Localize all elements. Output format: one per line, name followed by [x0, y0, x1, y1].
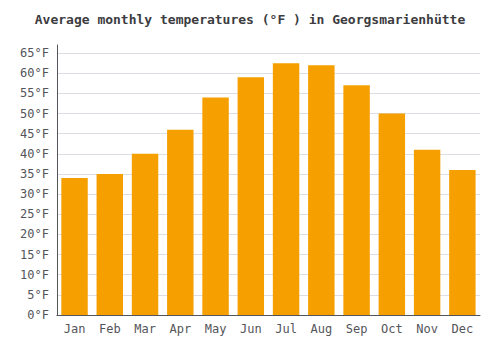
- svg-text:Nov: Nov: [416, 322, 438, 336]
- svg-text:60°F: 60°F: [20, 66, 49, 80]
- svg-text:Dec: Dec: [452, 322, 474, 336]
- svg-text:Sep: Sep: [346, 322, 368, 336]
- svg-text:35°F: 35°F: [20, 167, 49, 181]
- svg-text:65°F: 65°F: [20, 46, 49, 60]
- svg-text:Jun: Jun: [240, 322, 262, 336]
- svg-text:Jan: Jan: [64, 322, 86, 336]
- svg-text:Jul: Jul: [275, 322, 297, 336]
- svg-text:Mar: Mar: [134, 322, 156, 336]
- svg-text:25°F: 25°F: [20, 207, 49, 221]
- svg-text:0°F: 0°F: [27, 308, 49, 322]
- svg-text:20°F: 20°F: [20, 227, 49, 241]
- svg-text:Feb: Feb: [99, 322, 121, 336]
- svg-text:45°F: 45°F: [20, 127, 49, 141]
- svg-text:Apr: Apr: [169, 322, 191, 336]
- svg-text:55°F: 55°F: [20, 86, 49, 100]
- svg-text:15°F: 15°F: [20, 248, 49, 262]
- svg-text:5°F: 5°F: [27, 288, 49, 302]
- svg-text:Oct: Oct: [381, 322, 403, 336]
- svg-text:Aug: Aug: [310, 322, 332, 336]
- svg-text:May: May: [205, 322, 227, 336]
- svg-text:Average monthly temperatures (: Average monthly temperatures (°F ) in Ge…: [35, 12, 466, 27]
- svg-text:40°F: 40°F: [20, 147, 49, 161]
- svg-text:10°F: 10°F: [20, 268, 49, 282]
- svg-text:50°F: 50°F: [20, 107, 49, 121]
- svg-text:30°F: 30°F: [20, 187, 49, 201]
